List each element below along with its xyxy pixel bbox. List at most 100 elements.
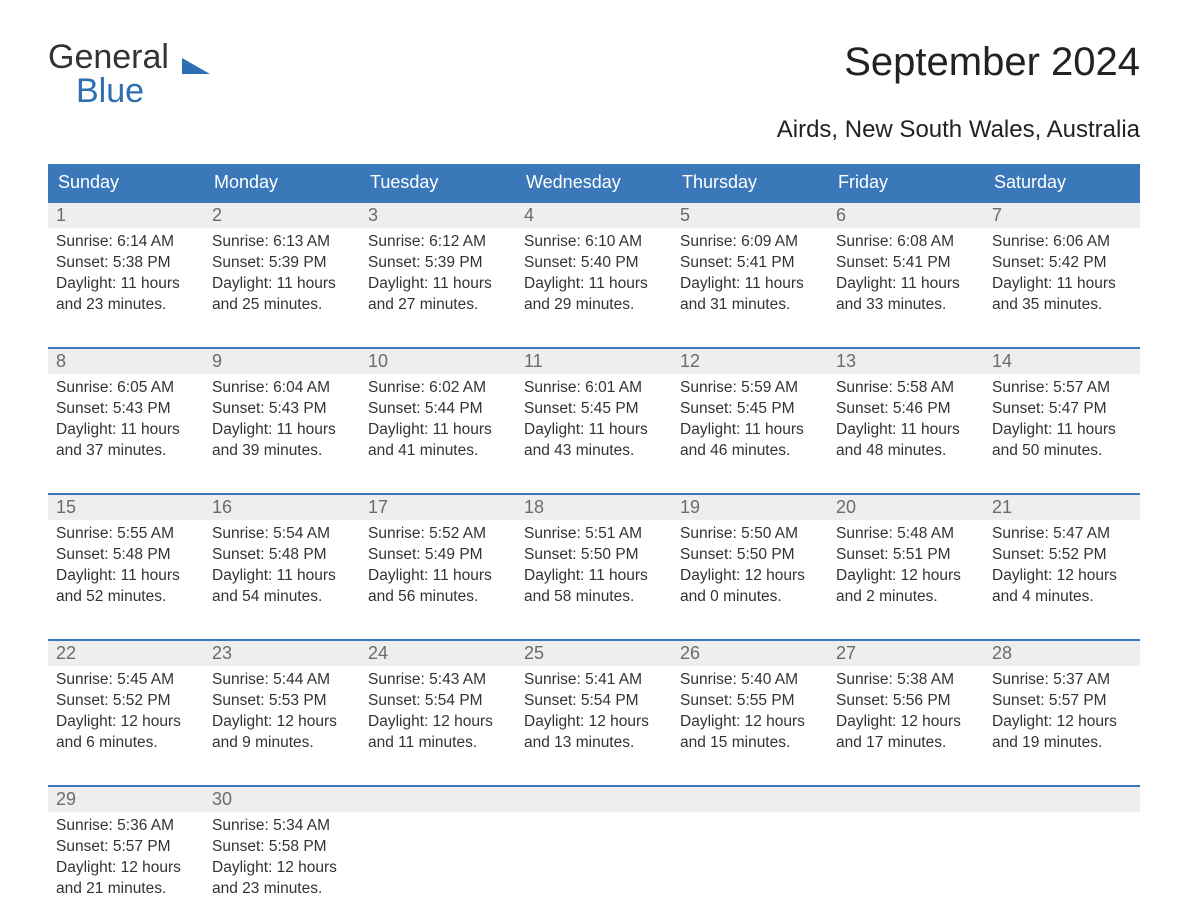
day-body: Sunrise: 6:10 AMSunset: 5:40 PMDaylight:… xyxy=(516,228,672,322)
sunset-line: Sunset: 5:56 PM xyxy=(836,691,976,712)
sunrise-line: Sunrise: 6:02 AM xyxy=(368,378,508,399)
calendar-header-cell: Monday xyxy=(204,164,360,201)
calendar-day: 22Sunrise: 5:45 AMSunset: 5:52 PMDayligh… xyxy=(48,641,204,761)
sunset-line: Sunset: 5:41 PM xyxy=(836,253,976,274)
day-number: 25 xyxy=(516,641,672,666)
day-body: Sunrise: 5:57 AMSunset: 5:47 PMDaylight:… xyxy=(984,374,1140,468)
day-body: Sunrise: 6:04 AMSunset: 5:43 PMDaylight:… xyxy=(204,374,360,468)
sunrise-line: Sunrise: 5:54 AM xyxy=(212,524,352,545)
day-body: Sunrise: 5:41 AMSunset: 5:54 PMDaylight:… xyxy=(516,666,672,760)
calendar-day: 5Sunrise: 6:09 AMSunset: 5:41 PMDaylight… xyxy=(672,203,828,323)
sunrise-line: Sunrise: 6:05 AM xyxy=(56,378,196,399)
daylight-line: Daylight: 11 hours and 48 minutes. xyxy=(836,420,976,462)
sunset-line: Sunset: 5:58 PM xyxy=(212,837,352,858)
sunrise-line: Sunrise: 5:47 AM xyxy=(992,524,1132,545)
sunrise-line: Sunrise: 6:12 AM xyxy=(368,232,508,253)
sunset-line: Sunset: 5:54 PM xyxy=(368,691,508,712)
calendar-day: 6Sunrise: 6:08 AMSunset: 5:41 PMDaylight… xyxy=(828,203,984,323)
day-body: Sunrise: 6:01 AMSunset: 5:45 PMDaylight:… xyxy=(516,374,672,468)
calendar-day: 27Sunrise: 5:38 AMSunset: 5:56 PMDayligh… xyxy=(828,641,984,761)
logo: General Blue xyxy=(48,40,210,108)
calendar-day: 16Sunrise: 5:54 AMSunset: 5:48 PMDayligh… xyxy=(204,495,360,615)
calendar-day: 3 Sunrise: 6:12 AMSunset: 5:39 PMDaylight… xyxy=(360,203,516,323)
day-body: Sunrise: 5:43 AMSunset: 5:54 PMDaylight:… xyxy=(360,666,516,760)
day-number xyxy=(984,787,1140,812)
calendar: SundayMondayTuesdayWednesdayThursdayFrid… xyxy=(48,164,1140,907)
sunset-line: Sunset: 5:55 PM xyxy=(680,691,820,712)
daylight-line: Daylight: 11 hours and 23 minutes. xyxy=(56,274,196,316)
day-body: Sunrise: 5:40 AMSunset: 5:55 PMDaylight:… xyxy=(672,666,828,760)
day-body: Sunrise: 5:47 AMSunset: 5:52 PMDaylight:… xyxy=(984,520,1140,614)
sunset-line: Sunset: 5:52 PM xyxy=(56,691,196,712)
calendar-header-cell: Wednesday xyxy=(516,164,672,201)
sunset-line: Sunset: 5:39 PM xyxy=(368,253,508,274)
sunset-line: Sunset: 5:54 PM xyxy=(524,691,664,712)
calendar-day: 8Sunrise: 6:05 AMSunset: 5:43 PMDaylight… xyxy=(48,349,204,469)
day-number xyxy=(516,787,672,812)
sunrise-line: Sunrise: 5:52 AM xyxy=(368,524,508,545)
sunset-line: Sunset: 5:49 PM xyxy=(368,545,508,566)
calendar-week: 22Sunrise: 5:45 AMSunset: 5:52 PMDayligh… xyxy=(48,639,1140,761)
sunset-line: Sunset: 5:53 PM xyxy=(212,691,352,712)
sunset-line: Sunset: 5:38 PM xyxy=(56,253,196,274)
calendar-day: 21Sunrise: 5:47 AMSunset: 5:52 PMDayligh… xyxy=(984,495,1140,615)
daylight-line: Daylight: 12 hours and 23 minutes. xyxy=(212,858,352,900)
day-number: 8 xyxy=(48,349,204,374)
sunset-line: Sunset: 5:44 PM xyxy=(368,399,508,420)
calendar-day: 30Sunrise: 5:34 AMSunset: 5:58 PMDayligh… xyxy=(204,787,360,907)
daylight-line: Daylight: 11 hours and 29 minutes. xyxy=(524,274,664,316)
sunset-line: Sunset: 5:43 PM xyxy=(56,399,196,420)
day-body: Sunrise: 5:45 AMSunset: 5:52 PMDaylight:… xyxy=(48,666,204,760)
sunset-line: Sunset: 5:42 PM xyxy=(992,253,1132,274)
day-number: 5 xyxy=(672,203,828,228)
calendar-day: 24Sunrise: 5:43 AMSunset: 5:54 PMDayligh… xyxy=(360,641,516,761)
daylight-line: Daylight: 11 hours and 52 minutes. xyxy=(56,566,196,608)
daylight-line: Daylight: 11 hours and 41 minutes. xyxy=(368,420,508,462)
sunset-line: Sunset: 5:48 PM xyxy=(56,545,196,566)
day-number: 20 xyxy=(828,495,984,520)
calendar-day xyxy=(672,787,828,907)
calendar-day: 15Sunrise: 5:55 AMSunset: 5:48 PMDayligh… xyxy=(48,495,204,615)
day-number: 28 xyxy=(984,641,1140,666)
daylight-line: Daylight: 12 hours and 2 minutes. xyxy=(836,566,976,608)
sunrise-line: Sunrise: 6:13 AM xyxy=(212,232,352,253)
sunset-line: Sunset: 5:45 PM xyxy=(524,399,664,420)
sunset-line: Sunset: 5:40 PM xyxy=(524,253,664,274)
day-number: 26 xyxy=(672,641,828,666)
sunrise-line: Sunrise: 5:57 AM xyxy=(992,378,1132,399)
daylight-line: Daylight: 12 hours and 6 minutes. xyxy=(56,712,196,754)
day-body xyxy=(828,812,984,822)
daylight-line: Daylight: 12 hours and 17 minutes. xyxy=(836,712,976,754)
day-body: Sunrise: 5:50 AMSunset: 5:50 PMDaylight:… xyxy=(672,520,828,614)
day-body xyxy=(516,812,672,822)
calendar-day xyxy=(828,787,984,907)
daylight-line: Daylight: 12 hours and 9 minutes. xyxy=(212,712,352,754)
day-body: Sunrise: 5:48 AMSunset: 5:51 PMDaylight:… xyxy=(828,520,984,614)
sunrise-line: Sunrise: 5:36 AM xyxy=(56,816,196,837)
daylight-line: Daylight: 11 hours and 27 minutes. xyxy=(368,274,508,316)
calendar-day xyxy=(360,787,516,907)
calendar-day: 1Sunrise: 6:14 AMSunset: 5:38 PMDaylight… xyxy=(48,203,204,323)
day-number: 7 xyxy=(984,203,1140,228)
day-body: Sunrise: 5:34 AMSunset: 5:58 PMDaylight:… xyxy=(204,812,360,906)
calendar-header-cell: Thursday xyxy=(672,164,828,201)
day-number: 15 xyxy=(48,495,204,520)
sunrise-line: Sunrise: 5:44 AM xyxy=(212,670,352,691)
daylight-line: Daylight: 11 hours and 56 minutes. xyxy=(368,566,508,608)
day-number: 12 xyxy=(672,349,828,374)
daylight-line: Daylight: 12 hours and 4 minutes. xyxy=(992,566,1132,608)
day-body: Sunrise: 6:14 AMSunset: 5:38 PMDaylight:… xyxy=(48,228,204,322)
day-number: 3 xyxy=(360,203,516,228)
day-body: Sunrise: 5:38 AMSunset: 5:56 PMDaylight:… xyxy=(828,666,984,760)
sunrise-line: Sunrise: 5:59 AM xyxy=(680,378,820,399)
daylight-line: Daylight: 11 hours and 25 minutes. xyxy=(212,274,352,316)
daylight-line: Daylight: 11 hours and 35 minutes. xyxy=(992,274,1132,316)
sunrise-line: Sunrise: 6:10 AM xyxy=(524,232,664,253)
day-body: Sunrise: 6:08 AMSunset: 5:41 PMDaylight:… xyxy=(828,228,984,322)
sunrise-line: Sunrise: 5:50 AM xyxy=(680,524,820,545)
sunrise-line: Sunrise: 5:40 AM xyxy=(680,670,820,691)
day-body: Sunrise: 5:55 AMSunset: 5:48 PMDaylight:… xyxy=(48,520,204,614)
calendar-weeks: 1Sunrise: 6:14 AMSunset: 5:38 PMDaylight… xyxy=(48,201,1140,907)
calendar-header-cell: Friday xyxy=(828,164,984,201)
sunrise-line: Sunrise: 5:55 AM xyxy=(56,524,196,545)
